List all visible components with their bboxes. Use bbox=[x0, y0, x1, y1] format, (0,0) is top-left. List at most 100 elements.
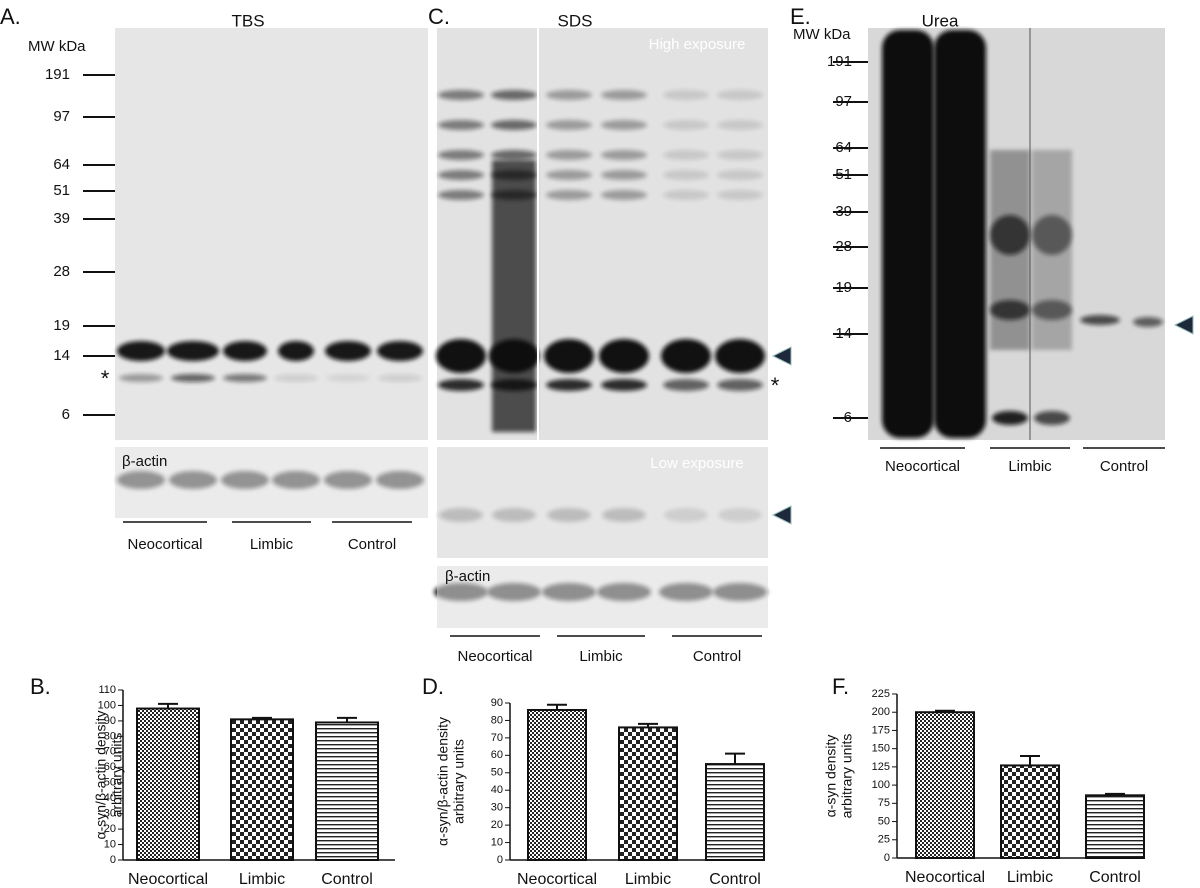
blot-band bbox=[546, 190, 592, 200]
blot-band bbox=[990, 300, 1030, 320]
label: 70 bbox=[104, 746, 116, 758]
blot-band bbox=[491, 120, 537, 130]
blot-band bbox=[663, 190, 709, 200]
label: arbitrary units bbox=[451, 739, 467, 824]
label: 64 bbox=[53, 156, 70, 173]
blot-band bbox=[599, 339, 649, 373]
label: α-syn density bbox=[823, 735, 839, 818]
blot-band bbox=[436, 339, 486, 373]
blot-band bbox=[601, 170, 647, 180]
label: 10 bbox=[104, 838, 116, 850]
actin-blot bbox=[115, 447, 428, 518]
label: 6 bbox=[62, 406, 70, 423]
error-bar bbox=[638, 722, 658, 728]
label: 50 bbox=[878, 815, 890, 827]
bar bbox=[1085, 794, 1145, 859]
label: 100 bbox=[98, 699, 116, 711]
blot-band bbox=[544, 339, 594, 373]
blot-band bbox=[601, 120, 647, 130]
blot-band bbox=[438, 170, 484, 180]
label: 80 bbox=[104, 730, 116, 742]
blot-band bbox=[601, 190, 647, 200]
bar bbox=[527, 708, 587, 861]
label: 39 bbox=[53, 210, 70, 227]
label: arbitrary units bbox=[109, 733, 125, 818]
blot-band bbox=[326, 374, 370, 382]
blot-band bbox=[117, 341, 165, 361]
blot-band bbox=[546, 90, 592, 100]
actin-blot bbox=[437, 566, 768, 628]
label: MW kDa bbox=[28, 38, 86, 55]
label: Limbic bbox=[239, 871, 285, 888]
bar bbox=[230, 718, 294, 862]
label: D. bbox=[422, 674, 444, 699]
label: β-actin bbox=[122, 453, 167, 470]
label: 28 bbox=[53, 263, 70, 280]
label: Urea bbox=[922, 11, 959, 30]
error-bar bbox=[158, 702, 178, 709]
blot bbox=[115, 28, 428, 440]
label: 50 bbox=[491, 767, 503, 779]
smear bbox=[882, 30, 934, 438]
label: MW kDa bbox=[793, 26, 851, 43]
blot-band bbox=[1080, 315, 1120, 325]
blot-band bbox=[601, 379, 647, 391]
blot-band bbox=[663, 150, 709, 160]
blot-band bbox=[1032, 300, 1072, 320]
label: 0 bbox=[884, 852, 890, 864]
label: 90 bbox=[104, 715, 116, 727]
label: B. bbox=[30, 674, 51, 699]
label: 50 bbox=[104, 777, 116, 789]
label: 175 bbox=[872, 724, 890, 736]
blot-band bbox=[546, 379, 592, 391]
label: 75 bbox=[878, 797, 890, 809]
label: arbitrary units bbox=[839, 734, 855, 819]
label: Control bbox=[693, 648, 741, 665]
label: 30 bbox=[491, 802, 503, 814]
blot-band bbox=[663, 379, 709, 391]
label: Neocortical bbox=[885, 458, 960, 475]
bar bbox=[705, 763, 765, 861]
blot-band bbox=[717, 120, 763, 130]
label: 51 bbox=[53, 182, 70, 199]
smear bbox=[934, 30, 986, 438]
low-blot bbox=[437, 447, 768, 558]
label: 14 bbox=[53, 347, 70, 364]
error-bar bbox=[935, 709, 955, 713]
label: Control bbox=[1089, 869, 1141, 886]
label: Control bbox=[321, 871, 373, 888]
label: 60 bbox=[104, 761, 116, 773]
blot-band bbox=[438, 90, 484, 100]
label: Limbic bbox=[1008, 458, 1052, 475]
smear bbox=[492, 160, 536, 432]
label: Control bbox=[348, 536, 396, 553]
arrow bbox=[771, 346, 792, 366]
blot-band bbox=[438, 120, 484, 130]
label: 60 bbox=[491, 749, 503, 761]
blot-band bbox=[377, 341, 423, 361]
error-bar bbox=[725, 752, 745, 765]
label: 40 bbox=[491, 784, 503, 796]
blot-band bbox=[274, 374, 318, 382]
label: A. bbox=[0, 4, 21, 29]
label: Neocortical bbox=[457, 648, 532, 665]
label: High exposure bbox=[649, 36, 746, 53]
blot-band bbox=[119, 374, 163, 382]
label: Neocortical bbox=[905, 869, 985, 886]
blot-band bbox=[990, 215, 1030, 255]
label: Limbic bbox=[1007, 869, 1053, 886]
label: Control bbox=[709, 871, 761, 888]
label: Neocortical bbox=[127, 536, 202, 553]
blot-band bbox=[546, 120, 592, 130]
bar bbox=[1000, 764, 1060, 859]
blot-band bbox=[715, 339, 765, 373]
blot bbox=[437, 28, 768, 440]
blot-band bbox=[1032, 215, 1072, 255]
label: Neocortical bbox=[517, 871, 597, 888]
blot-band bbox=[491, 90, 537, 100]
label: 0 bbox=[497, 854, 503, 866]
label: 125 bbox=[872, 761, 890, 773]
blot-band bbox=[378, 374, 422, 382]
blot-band bbox=[663, 170, 709, 180]
